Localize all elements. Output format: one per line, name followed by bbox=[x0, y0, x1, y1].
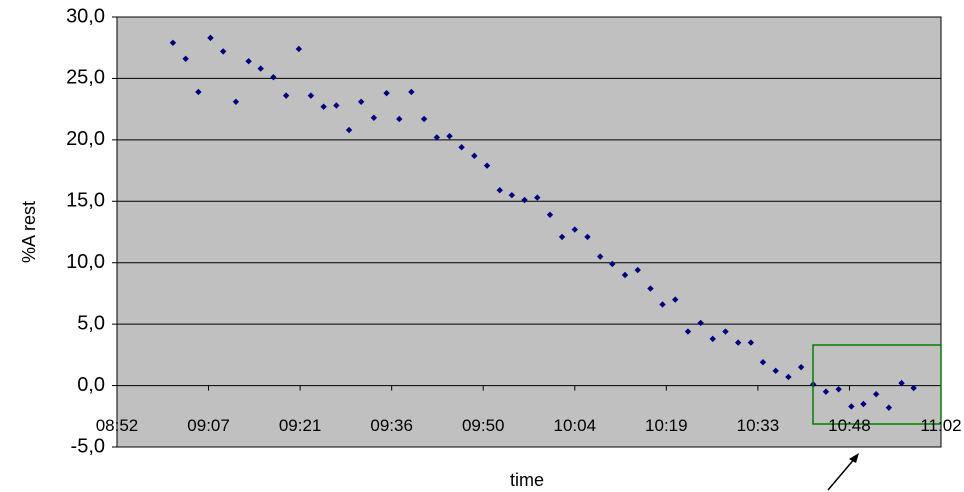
plot-border bbox=[116, 16, 942, 448]
x-tick-label: 09:07 bbox=[187, 416, 230, 435]
data-point bbox=[195, 88, 202, 96]
data-point bbox=[597, 253, 604, 260]
data-point bbox=[383, 89, 390, 97]
data-point bbox=[257, 65, 264, 72]
data-point bbox=[420, 115, 428, 123]
data-point bbox=[333, 102, 340, 109]
data-point bbox=[546, 211, 554, 218]
data-point bbox=[672, 296, 679, 303]
plot-area bbox=[117, 17, 941, 447]
data-point bbox=[848, 403, 855, 410]
data-point bbox=[207, 34, 214, 42]
data-point bbox=[169, 39, 177, 46]
highlight-box bbox=[812, 344, 942, 425]
y-tick-label: 0,0 bbox=[77, 374, 105, 396]
data-point bbox=[709, 335, 716, 343]
x-tick-label: 10:19 bbox=[645, 416, 688, 435]
data-point bbox=[282, 92, 290, 99]
data-point bbox=[320, 103, 327, 110]
data-point bbox=[295, 45, 303, 53]
x-tick-label: 08:52 bbox=[96, 416, 139, 435]
x-tick-label: 09:21 bbox=[279, 416, 322, 435]
data-point bbox=[357, 98, 365, 105]
data-point bbox=[471, 152, 478, 160]
x-tick-label: 09:50 bbox=[462, 416, 505, 435]
y-tick-label: 15,0 bbox=[66, 190, 105, 212]
x-tick-label: 11:02 bbox=[920, 416, 961, 435]
y-tick-label: 30,0 bbox=[66, 5, 105, 27]
data-point bbox=[408, 88, 415, 96]
data-point bbox=[270, 74, 277, 81]
y-tick-label: 10,0 bbox=[66, 251, 105, 273]
data-point bbox=[446, 132, 453, 140]
y-tick-label: 5,0 bbox=[77, 312, 105, 334]
data-point bbox=[571, 226, 578, 233]
data-point bbox=[508, 191, 516, 199]
data-point bbox=[496, 187, 503, 194]
x-axis-label: time bbox=[510, 470, 544, 490]
data-point bbox=[182, 55, 189, 62]
data-point bbox=[307, 92, 315, 99]
data-point bbox=[521, 196, 528, 204]
data-point bbox=[785, 373, 792, 381]
data-point bbox=[219, 48, 227, 55]
data-point bbox=[747, 339, 755, 346]
data-point bbox=[433, 134, 441, 141]
data-point bbox=[910, 384, 917, 392]
x-tick-label: 10:33 bbox=[737, 416, 780, 435]
y-axis-label: %A rest bbox=[19, 201, 39, 263]
data-point bbox=[609, 260, 616, 268]
data-point bbox=[898, 379, 905, 387]
x-tick-label: 10:48 bbox=[828, 416, 871, 435]
data-point bbox=[534, 194, 541, 201]
data-point bbox=[835, 386, 842, 393]
data-point bbox=[697, 319, 704, 327]
data-point bbox=[860, 400, 867, 408]
data-point bbox=[396, 115, 403, 123]
data-point bbox=[584, 233, 591, 241]
data-point bbox=[684, 328, 692, 335]
data-point bbox=[458, 144, 465, 151]
y-tick-label: 20,0 bbox=[66, 128, 105, 150]
data-point bbox=[634, 266, 641, 274]
data-point bbox=[722, 328, 729, 335]
data-point bbox=[885, 404, 893, 411]
data-point bbox=[232, 98, 240, 105]
arrow-shaft bbox=[827, 456, 857, 491]
data-point bbox=[483, 162, 491, 169]
y-tick-label: -5,0 bbox=[71, 435, 105, 457]
arrow-head bbox=[849, 453, 859, 463]
x-tick-label: 10:04 bbox=[554, 416, 597, 435]
data-point bbox=[759, 359, 767, 366]
data-point bbox=[659, 301, 666, 308]
data-point bbox=[822, 388, 830, 395]
data-point bbox=[772, 367, 779, 375]
data-point bbox=[558, 233, 566, 241]
y-tick-label: 25,0 bbox=[66, 67, 105, 89]
x-tick-label: 09:36 bbox=[370, 416, 413, 435]
data-point bbox=[647, 285, 654, 292]
data-point bbox=[621, 271, 629, 279]
data-point bbox=[734, 339, 742, 346]
data-point bbox=[797, 363, 805, 371]
data-point bbox=[370, 114, 378, 121]
data-point bbox=[345, 126, 353, 134]
data-point bbox=[245, 58, 252, 65]
data-point bbox=[872, 390, 880, 398]
